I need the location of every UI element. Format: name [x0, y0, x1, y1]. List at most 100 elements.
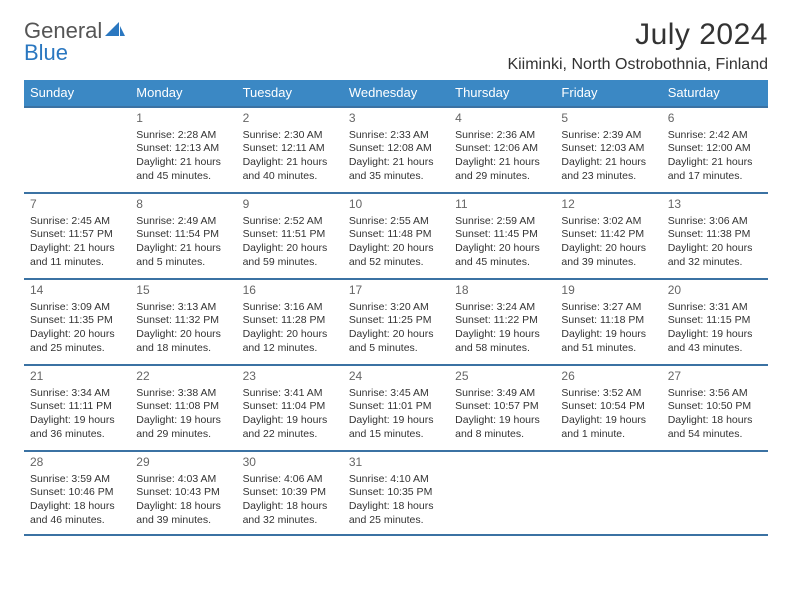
sunset-line: Sunset: 11:54 PM	[136, 228, 230, 242]
sail-icon	[105, 18, 125, 40]
day-number: 4	[455, 111, 549, 127]
day-cell: 24Sunrise: 3:45 AMSunset: 11:01 PMDaylig…	[343, 366, 449, 450]
sunset-line: Sunset: 12:11 AM	[243, 142, 337, 156]
daylight-line-1: Daylight: 20 hours	[561, 242, 655, 256]
daylight-line-2: and 25 minutes.	[30, 342, 124, 356]
sunrise-line: Sunrise: 3:45 AM	[349, 387, 443, 401]
sunset-line: Sunset: 10:57 PM	[455, 400, 549, 414]
sunset-line: Sunset: 12:00 AM	[668, 142, 762, 156]
day-cell: 16Sunrise: 3:16 AMSunset: 11:28 PMDaylig…	[237, 280, 343, 364]
dow-monday: Monday	[130, 80, 236, 106]
daylight-line-2: and 23 minutes.	[561, 170, 655, 184]
day-number: 1	[136, 111, 230, 127]
day-number: 8	[136, 197, 230, 213]
sunrise-line: Sunrise: 3:20 AM	[349, 301, 443, 315]
sunset-line: Sunset: 10:35 PM	[349, 486, 443, 500]
day-cell: 21Sunrise: 3:34 AMSunset: 11:11 PMDaylig…	[24, 366, 130, 450]
day-cell: 8Sunrise: 2:49 AMSunset: 11:54 PMDayligh…	[130, 194, 236, 278]
daylight-line-2: and 5 minutes.	[349, 342, 443, 356]
sunrise-line: Sunrise: 3:31 AM	[668, 301, 762, 315]
sunset-line: Sunset: 12:03 AM	[561, 142, 655, 156]
dow-saturday: Saturday	[662, 80, 768, 106]
sunrise-line: Sunrise: 3:16 AM	[243, 301, 337, 315]
day-cell	[555, 452, 661, 534]
sunrise-line: Sunrise: 2:45 AM	[30, 215, 124, 229]
day-cell	[662, 452, 768, 534]
daylight-line-1: Daylight: 20 hours	[349, 242, 443, 256]
day-cell: 31Sunrise: 4:10 AMSunset: 10:35 PMDaylig…	[343, 452, 449, 534]
sunrise-line: Sunrise: 4:03 AM	[136, 473, 230, 487]
sunset-line: Sunset: 11:42 PM	[561, 228, 655, 242]
daylight-line-2: and 29 minutes.	[136, 428, 230, 442]
week-row: 21Sunrise: 3:34 AMSunset: 11:11 PMDaylig…	[24, 364, 768, 450]
day-cell: 23Sunrise: 3:41 AMSunset: 11:04 PMDaylig…	[237, 366, 343, 450]
day-cell: 9Sunrise: 2:52 AMSunset: 11:51 PMDayligh…	[237, 194, 343, 278]
daylight-line-2: and 39 minutes.	[136, 514, 230, 528]
daylight-line-1: Daylight: 20 hours	[243, 242, 337, 256]
sunset-line: Sunset: 10:50 PM	[668, 400, 762, 414]
sunset-line: Sunset: 10:39 PM	[243, 486, 337, 500]
day-cell: 26Sunrise: 3:52 AMSunset: 10:54 PMDaylig…	[555, 366, 661, 450]
day-number: 14	[30, 283, 124, 299]
day-number: 12	[561, 197, 655, 213]
day-number: 21	[30, 369, 124, 385]
sunrise-line: Sunrise: 3:27 AM	[561, 301, 655, 315]
daylight-line-2: and 18 minutes.	[136, 342, 230, 356]
daylight-line-1: Daylight: 19 hours	[136, 414, 230, 428]
sunrise-line: Sunrise: 2:39 AM	[561, 129, 655, 143]
daylight-line-2: and 51 minutes.	[561, 342, 655, 356]
daylight-line-2: and 15 minutes.	[349, 428, 443, 442]
sunrise-line: Sunrise: 3:06 AM	[668, 215, 762, 229]
daylight-line-1: Daylight: 21 hours	[136, 156, 230, 170]
sunrise-line: Sunrise: 4:06 AM	[243, 473, 337, 487]
day-number: 24	[349, 369, 443, 385]
daylight-line-2: and 59 minutes.	[243, 256, 337, 270]
day-number: 23	[243, 369, 337, 385]
day-cell: 2Sunrise: 2:30 AMSunset: 12:11 AMDayligh…	[237, 108, 343, 192]
sunset-line: Sunset: 12:08 AM	[349, 142, 443, 156]
daylight-line-1: Daylight: 19 hours	[30, 414, 124, 428]
daylight-line-1: Daylight: 20 hours	[243, 328, 337, 342]
day-cell: 15Sunrise: 3:13 AMSunset: 11:32 PMDaylig…	[130, 280, 236, 364]
daylight-line-2: and 12 minutes.	[243, 342, 337, 356]
sunset-line: Sunset: 12:06 AM	[455, 142, 549, 156]
day-cell	[449, 452, 555, 534]
day-number: 31	[349, 455, 443, 471]
daylight-line-2: and 35 minutes.	[349, 170, 443, 184]
day-cell: 28Sunrise: 3:59 AMSunset: 10:46 PMDaylig…	[24, 452, 130, 534]
daylight-line-1: Daylight: 20 hours	[455, 242, 549, 256]
daylight-line-1: Daylight: 18 hours	[349, 500, 443, 514]
sunset-line: Sunset: 11:04 PM	[243, 400, 337, 414]
day-number: 29	[136, 455, 230, 471]
day-number: 22	[136, 369, 230, 385]
calendar-grid: Sunday Monday Tuesday Wednesday Thursday…	[24, 80, 768, 536]
daylight-line-2: and 1 minute.	[561, 428, 655, 442]
page-title: July 2024	[507, 18, 768, 52]
sunset-line: Sunset: 11:25 PM	[349, 314, 443, 328]
daylight-line-1: Daylight: 21 hours	[349, 156, 443, 170]
daylight-line-2: and 45 minutes.	[136, 170, 230, 184]
daylight-line-2: and 54 minutes.	[668, 428, 762, 442]
day-cell: 10Sunrise: 2:55 AMSunset: 11:48 PMDaylig…	[343, 194, 449, 278]
daylight-line-2: and 32 minutes.	[668, 256, 762, 270]
day-number: 16	[243, 283, 337, 299]
sunset-line: Sunset: 11:11 PM	[30, 400, 124, 414]
sunset-line: Sunset: 11:15 PM	[668, 314, 762, 328]
day-cell: 27Sunrise: 3:56 AMSunset: 10:50 PMDaylig…	[662, 366, 768, 450]
sunrise-line: Sunrise: 3:52 AM	[561, 387, 655, 401]
day-cell: 11Sunrise: 2:59 AMSunset: 11:45 PMDaylig…	[449, 194, 555, 278]
day-number: 20	[668, 283, 762, 299]
daylight-line-2: and 22 minutes.	[243, 428, 337, 442]
sunset-line: Sunset: 11:57 PM	[30, 228, 124, 242]
day-number: 7	[30, 197, 124, 213]
sunrise-line: Sunrise: 3:41 AM	[243, 387, 337, 401]
sunrise-line: Sunrise: 3:02 AM	[561, 215, 655, 229]
day-number: 19	[561, 283, 655, 299]
daylight-line-1: Daylight: 19 hours	[561, 328, 655, 342]
daylight-line-1: Daylight: 20 hours	[668, 242, 762, 256]
sunset-line: Sunset: 11:45 PM	[455, 228, 549, 242]
day-number: 11	[455, 197, 549, 213]
day-number: 9	[243, 197, 337, 213]
daylight-line-2: and 17 minutes.	[668, 170, 762, 184]
day-number: 6	[668, 111, 762, 127]
